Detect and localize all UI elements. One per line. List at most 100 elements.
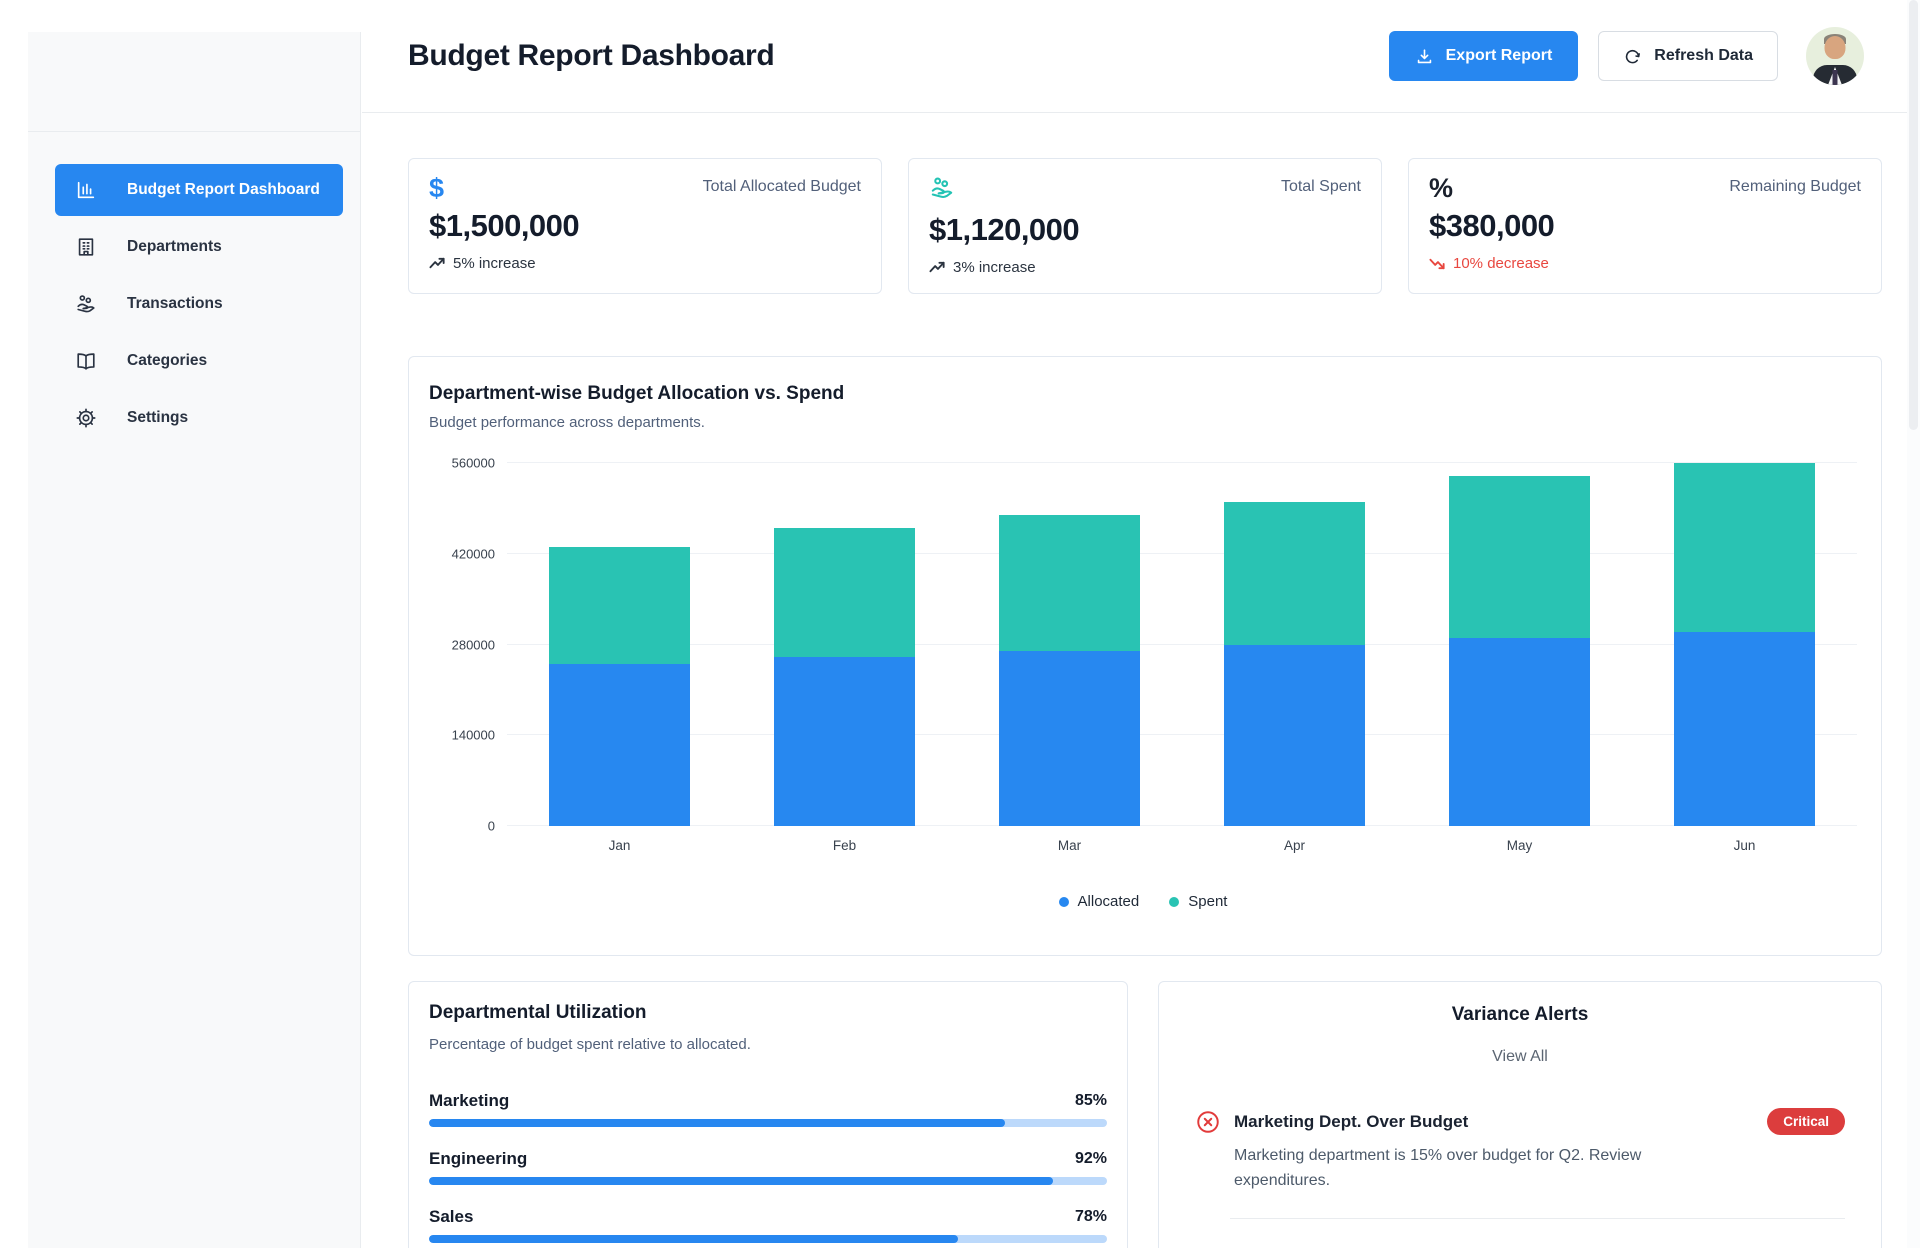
sidebar-item-settings[interactable]: Settings [55, 392, 343, 444]
page-scrollbar[interactable] [1907, 0, 1920, 1248]
view-all-button[interactable]: View All [1492, 1048, 1548, 1066]
spent-bar-segment[interactable] [1674, 463, 1816, 632]
bar-slot-apr[interactable] [1182, 463, 1407, 826]
x-axis-tick: Apr [1182, 838, 1407, 853]
legend-dot [1059, 897, 1069, 907]
spent-bar-segment[interactable] [549, 547, 691, 664]
alert-divider [1230, 1218, 1845, 1219]
sidebar-item-label: Transactions [127, 295, 223, 313]
stat-card-remaining-budget: % Remaining Budget $380,000 10% decrease [1408, 158, 1882, 294]
legend-dot [1169, 897, 1179, 907]
stat-label: Total Allocated Budget [703, 175, 861, 196]
bar-chart-icon [75, 179, 97, 201]
legend-item-spent[interactable]: Spent [1169, 893, 1227, 910]
allocated-bar-segment[interactable] [774, 657, 916, 826]
legend-item-allocated[interactable]: Allocated [1059, 893, 1140, 910]
sidebar-item-categories[interactable]: Categories [55, 335, 343, 387]
bar-slot-mar[interactable] [957, 463, 1182, 826]
stat-trend: 3% increase [929, 259, 1361, 276]
utilization-row-sales: Sales 78% [429, 1207, 1107, 1243]
stat-card-total-allocated: $ Total Allocated Budget $1,500,000 5% i… [408, 158, 882, 294]
budget-chart-card: Department-wise Budget Allocation vs. Sp… [408, 356, 1882, 956]
bar-slot-jan[interactable] [507, 463, 732, 826]
sidebar-item-label: Budget Report Dashboard [127, 181, 320, 199]
circle-x-icon [1195, 1108, 1221, 1219]
chart-title: Department-wise Budget Allocation vs. Sp… [429, 383, 1857, 405]
utilization-label: Engineering [429, 1149, 527, 1169]
alert-title: Marketing Dept. Over Budget [1234, 1112, 1468, 1132]
progress-bar [429, 1119, 1107, 1127]
stat-trend: 10% decrease [1429, 255, 1861, 272]
stat-trend-label: 10% decrease [1453, 255, 1549, 272]
sidebar-nav: Budget Report Dashboard Departments Tran… [28, 132, 360, 444]
utilization-percent: 92% [1075, 1150, 1107, 1168]
sidebar-item-label: Departments [127, 238, 222, 256]
variance-alerts-title: Variance Alerts [1195, 1004, 1845, 1026]
export-report-button[interactable]: Export Report [1389, 31, 1579, 81]
trending-down-icon [1429, 255, 1446, 272]
bar-slot-feb[interactable] [732, 463, 957, 826]
stat-label: Remaining Budget [1729, 175, 1861, 196]
building-icon [75, 236, 97, 258]
y-axis-tick: 0 [488, 819, 495, 834]
alert-item: Marketing Dept. Over Budget Critical Mar… [1195, 1108, 1845, 1219]
sidebar-item-label: Settings [127, 409, 188, 427]
y-axis-tick: 140000 [452, 728, 495, 743]
stat-trend-label: 3% increase [953, 259, 1036, 276]
budget-dashboard-app: Budget Report Dashboard Departments Tran… [0, 0, 1920, 1248]
x-axis-tick: Mar [957, 838, 1182, 853]
utilization-row-engineering: Engineering 92% [429, 1149, 1107, 1185]
chart-y-axis: 0140000280000420000560000 [429, 463, 507, 826]
chart-bars [507, 463, 1857, 826]
percent-icon: % [1429, 175, 1453, 202]
stats-row: $ Total Allocated Budget $1,500,000 5% i… [408, 158, 1882, 294]
allocated-bar-segment[interactable] [999, 651, 1141, 826]
sidebar: Budget Report Dashboard Departments Tran… [28, 32, 361, 1248]
utilization-percent: 85% [1075, 1092, 1107, 1110]
refresh-data-button[interactable]: Refresh Data [1598, 31, 1778, 81]
page-title: Budget Report Dashboard [408, 39, 774, 73]
spent-bar-segment[interactable] [774, 528, 916, 658]
main-header: Budget Report Dashboard Export Report Re… [362, 0, 1920, 113]
spent-bar-segment[interactable] [1449, 476, 1591, 638]
trending-up-icon [429, 255, 446, 272]
chart-area: 0140000280000420000560000 [429, 463, 1857, 826]
dollar-icon: $ [429, 175, 444, 202]
sidebar-item-departments[interactable]: Departments [55, 221, 343, 273]
y-axis-tick: 280000 [452, 637, 495, 652]
stat-value: $1,500,000 [429, 208, 861, 244]
utilization-subtitle: Percentage of budget spent relative to a… [429, 1036, 1107, 1053]
stat-card-total-spent: Total Spent $1,120,000 3% increase [908, 158, 1382, 294]
refresh-icon [1623, 47, 1642, 66]
bar-slot-jun[interactable] [1632, 463, 1857, 826]
spent-bar-segment[interactable] [999, 515, 1141, 651]
spent-bar-segment[interactable] [1224, 502, 1366, 645]
utilization-rows: Marketing 85% Engineering 92% [429, 1091, 1107, 1243]
allocated-bar-segment[interactable] [1674, 632, 1816, 826]
bar-slot-may[interactable] [1407, 463, 1632, 826]
y-axis-tick: 560000 [452, 456, 495, 471]
severity-badge: Critical [1767, 1108, 1845, 1135]
allocated-bar-segment[interactable] [1224, 645, 1366, 827]
user-avatar[interactable] [1806, 27, 1864, 85]
sidebar-item-budget-report-dashboard[interactable]: Budget Report Dashboard [55, 164, 343, 216]
y-axis-tick: 420000 [452, 546, 495, 561]
header-actions: Export Report Refresh Data [1389, 27, 1864, 85]
trending-up-icon [929, 259, 946, 276]
stat-trend-label: 5% increase [453, 255, 536, 272]
hand-coins-icon [75, 293, 97, 315]
chart-x-axis: JanFebMarAprMayJun [507, 838, 1857, 853]
sidebar-logo-area [28, 32, 360, 132]
hand-coins-icon [929, 175, 955, 206]
utilization-label: Marketing [429, 1091, 509, 1111]
open-book-icon [75, 350, 97, 372]
chart-legend: Allocated Spent [429, 893, 1857, 910]
content: $ Total Allocated Budget $1,500,000 5% i… [362, 113, 1920, 1248]
stat-value: $1,120,000 [929, 212, 1361, 248]
allocated-bar-segment[interactable] [1449, 638, 1591, 826]
allocated-bar-segment[interactable] [549, 664, 691, 826]
sidebar-item-transactions[interactable]: Transactions [55, 278, 343, 330]
progress-bar [429, 1235, 1107, 1243]
download-icon [1415, 47, 1434, 66]
chart-plot [507, 463, 1857, 826]
